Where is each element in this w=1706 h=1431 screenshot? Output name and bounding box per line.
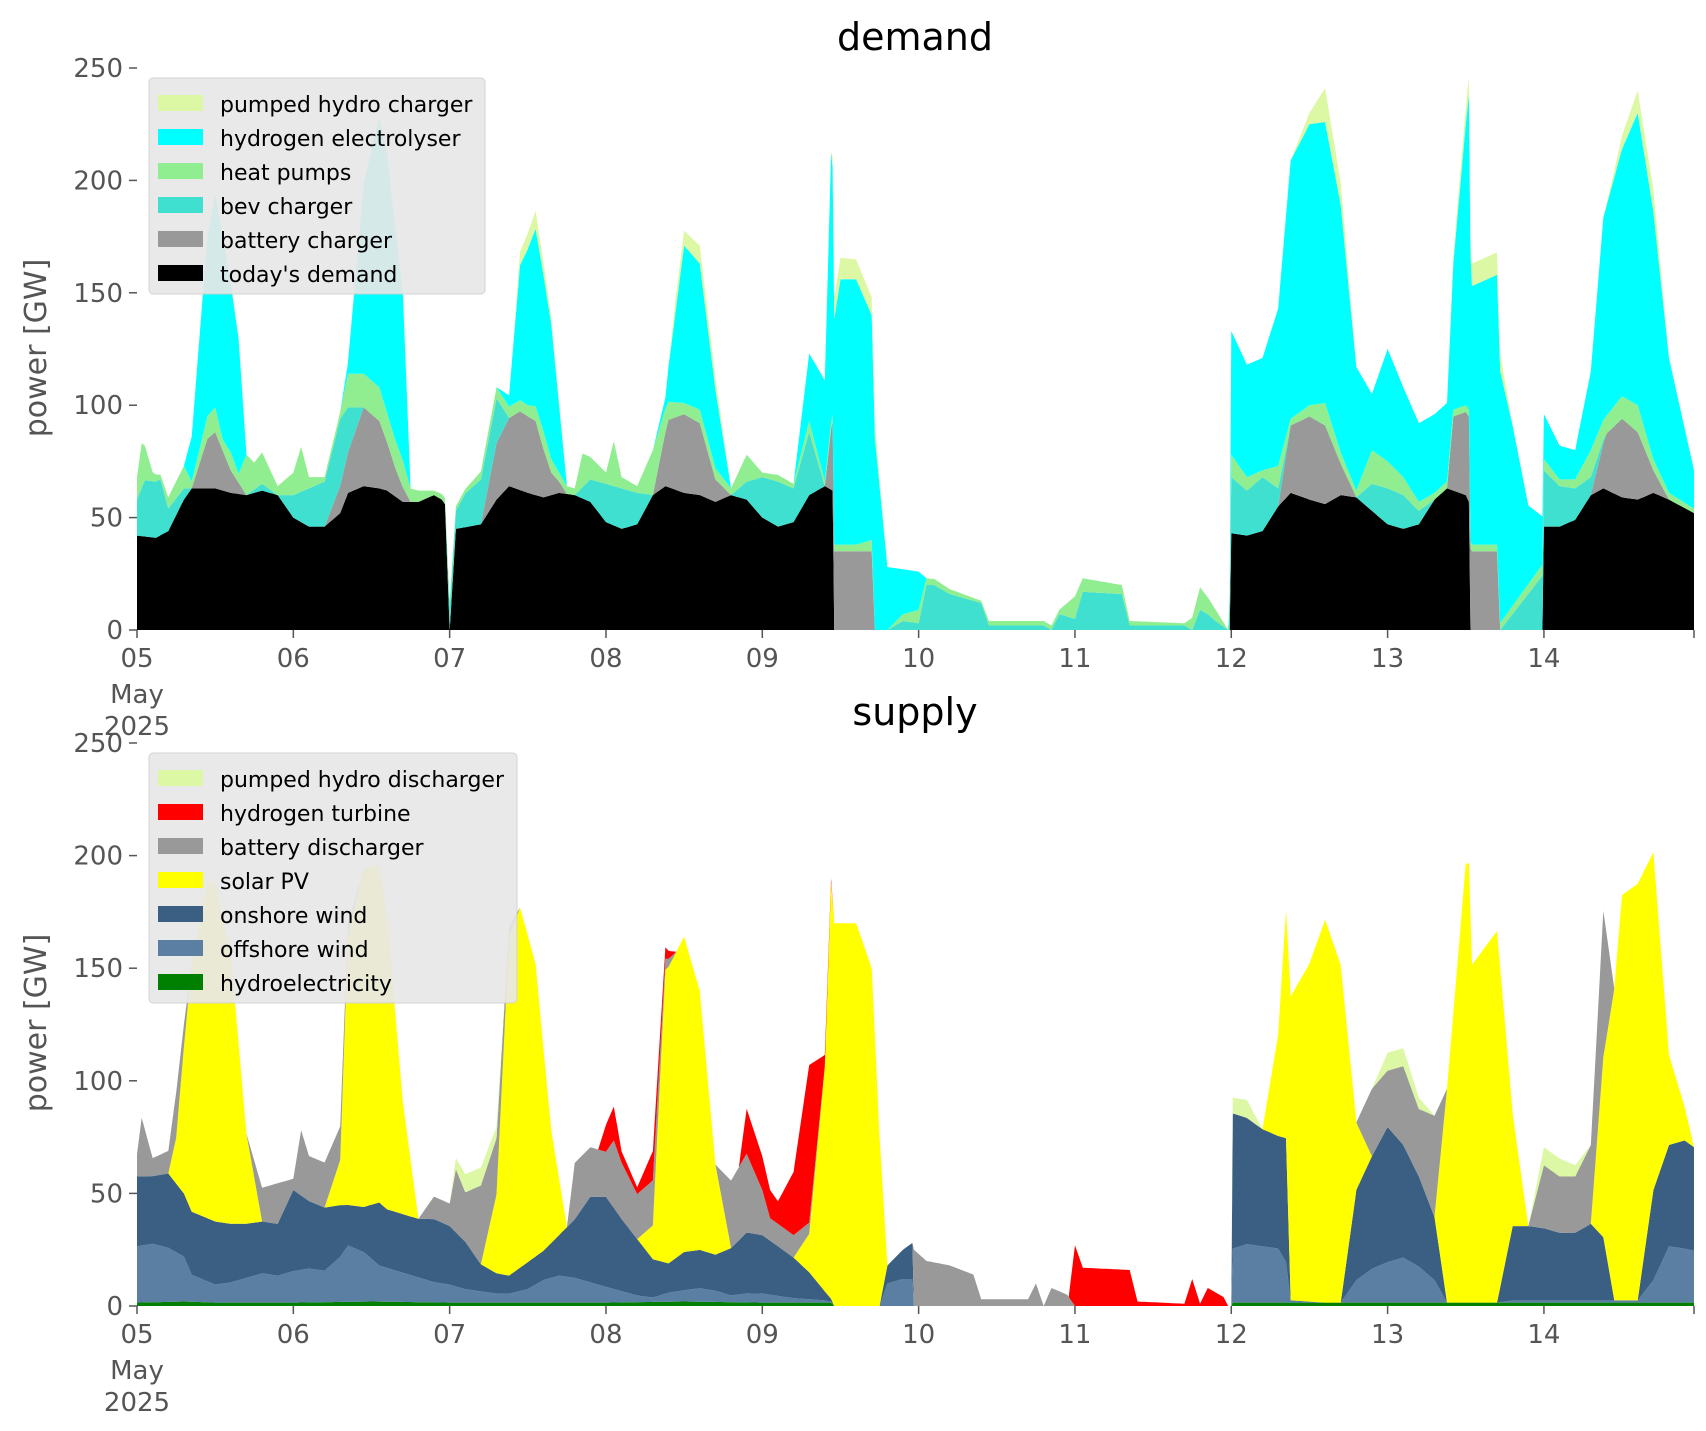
supply-legend-label-onshore-wind: onshore wind bbox=[220, 904, 367, 929]
demand-y-tick-label: 0 bbox=[106, 616, 123, 646]
demand-legend-box bbox=[148, 77, 486, 295]
supply-x-tick-label: 14 bbox=[1527, 1320, 1560, 1350]
demand-legend-label-today-s-demand: today's demand bbox=[220, 263, 397, 288]
demand-x-date-sublabel: May bbox=[110, 680, 164, 710]
demand-area-battery-charger bbox=[137, 407, 1694, 630]
demand-y-tick-label: 150 bbox=[73, 279, 123, 309]
supply-y-tick-label: 250 bbox=[73, 729, 123, 759]
demand-legend-label-battery-charger: battery charger bbox=[220, 229, 393, 254]
supply-x-tick-label: 09 bbox=[746, 1320, 779, 1350]
supply-y-axis-label: power [GW] bbox=[19, 934, 54, 1113]
demand-x-tick-label: 13 bbox=[1371, 644, 1404, 674]
demand-areas bbox=[137, 77, 1694, 630]
supply-legend-label-battery-discharger: battery discharger bbox=[220, 836, 425, 861]
demand-x-date-sublabel: 2025 bbox=[104, 712, 170, 742]
demand-y-tick-label: 100 bbox=[73, 391, 123, 421]
demand-x-tick-label: 10 bbox=[902, 644, 935, 674]
supply-legend-label-hydroelectricity: hydroelectricity bbox=[220, 972, 392, 997]
demand-legend-swatch-heat-pumps bbox=[158, 163, 203, 179]
demand-x-tick-label: 09 bbox=[746, 644, 779, 674]
demand-y-tick-label: 200 bbox=[73, 166, 123, 196]
supply-x-tick-label: 05 bbox=[120, 1320, 153, 1350]
supply-x-tick-label: 12 bbox=[1215, 1320, 1248, 1350]
supply-axes: 0 50 100 150 200 250 05 06 07 08 09 10 11 12 13 14 May20… bbox=[73, 729, 1695, 1418]
supply-area-solar-pv bbox=[137, 852, 1694, 1306]
supply-legend-swatch-onshore-wind bbox=[158, 906, 203, 922]
supply-x-date-sublabel: May bbox=[110, 1356, 164, 1386]
supply-legend-label-offshore-wind: offshore wind bbox=[220, 938, 369, 963]
supply-areas bbox=[137, 852, 1694, 1306]
demand-y-tick-label: 250 bbox=[73, 54, 123, 84]
demand-legend: pumped hydro charger hydrogen electrolyse… bbox=[148, 77, 486, 295]
supply-x-tick-label: 11 bbox=[1058, 1320, 1091, 1350]
demand-legend-swatch-hydrogen-electrolyser bbox=[158, 129, 203, 145]
demand-x-tick-label: 08 bbox=[589, 644, 622, 674]
supply-x-tick-label: 08 bbox=[589, 1320, 622, 1350]
supply-area-battery-discharger bbox=[137, 852, 1694, 1306]
supply-x-tick-label: 07 bbox=[433, 1320, 466, 1350]
supply-x-date-sublabel: 2025 bbox=[104, 1388, 170, 1418]
supply-y-tick-label: 150 bbox=[73, 954, 123, 984]
demand-legend-label-pumped-hydro-charger: pumped hydro charger bbox=[220, 93, 473, 118]
supply-legend: pumped hydro discharger hydrogen turbine b… bbox=[148, 752, 518, 1004]
supply-y-tick-label: 0 bbox=[106, 1292, 123, 1322]
supply-legend-swatch-pumped-hydro-discharger bbox=[158, 770, 203, 786]
demand-legend-swatch-battery-charger bbox=[158, 231, 203, 247]
supply-legend-swatch-offshore-wind bbox=[158, 940, 203, 956]
demand-axes: 0 50 100 150 200 250 05 06 07 08 09 10 11 12 13 14 May20… bbox=[73, 54, 1695, 742]
supply-legend-swatch-battery-discharger bbox=[158, 838, 203, 854]
supply-x-tick-label: 13 bbox=[1371, 1320, 1404, 1350]
supply-y-tick-label: 200 bbox=[73, 842, 123, 872]
demand-area-hydrogen-electrolyser bbox=[137, 95, 1694, 630]
demand-legend-swatch-bev-charger bbox=[158, 197, 203, 213]
demand-area-bev-charger bbox=[137, 398, 1694, 630]
demand-y-tick-label: 50 bbox=[90, 504, 123, 534]
demand-x-tick-label: 14 bbox=[1527, 644, 1560, 674]
demand-legend-swatch-pumped-hydro-charger bbox=[158, 95, 203, 111]
demand-x-tick-label: 05 bbox=[120, 644, 153, 674]
demand-x-tick-label: 06 bbox=[277, 644, 310, 674]
demand-x-tick-label: 07 bbox=[433, 644, 466, 674]
supply-area-hydroelectricity bbox=[137, 1301, 1694, 1306]
demand-legend-label-bev-charger: bev charger bbox=[220, 195, 353, 220]
demand-legend-label-hydrogen-electrolyser: hydrogen electrolyser bbox=[220, 127, 461, 152]
supply-x-tick-label: 06 bbox=[277, 1320, 310, 1350]
supply-y-tick-label: 50 bbox=[90, 1179, 123, 1209]
supply-legend-label-pumped-hydro-discharger: pumped hydro discharger bbox=[220, 768, 505, 793]
supply-y-tick-label: 100 bbox=[73, 1067, 123, 1097]
supply-area-onshore-wind bbox=[137, 1113, 1694, 1306]
demand-title: demand bbox=[837, 15, 993, 59]
demand-legend-swatch-today-s-demand bbox=[158, 265, 203, 281]
supply-legend-swatch-hydroelectricity bbox=[158, 974, 203, 990]
supply-legend-label-solar-pv: solar PV bbox=[220, 870, 309, 895]
demand-x-tick-label: 11 bbox=[1058, 644, 1091, 674]
demand-y-axis-label: power [GW] bbox=[19, 259, 54, 438]
supply-legend-swatch-solar-pv bbox=[158, 872, 203, 888]
demand-area-today-s-demand bbox=[137, 486, 1694, 630]
supply-legend-swatch-hydrogen-turbine bbox=[158, 804, 203, 820]
demand-x-tick-label: 12 bbox=[1215, 644, 1248, 674]
supply-area-offshore-wind bbox=[137, 1243, 1694, 1306]
supply-legend-box bbox=[148, 752, 518, 1004]
supply-x-tick-label: 10 bbox=[902, 1320, 935, 1350]
supply-title: supply bbox=[852, 690, 977, 734]
demand-legend-label-heat-pumps: heat pumps bbox=[220, 161, 351, 186]
supply-legend-label-hydrogen-turbine: hydrogen turbine bbox=[220, 802, 411, 827]
